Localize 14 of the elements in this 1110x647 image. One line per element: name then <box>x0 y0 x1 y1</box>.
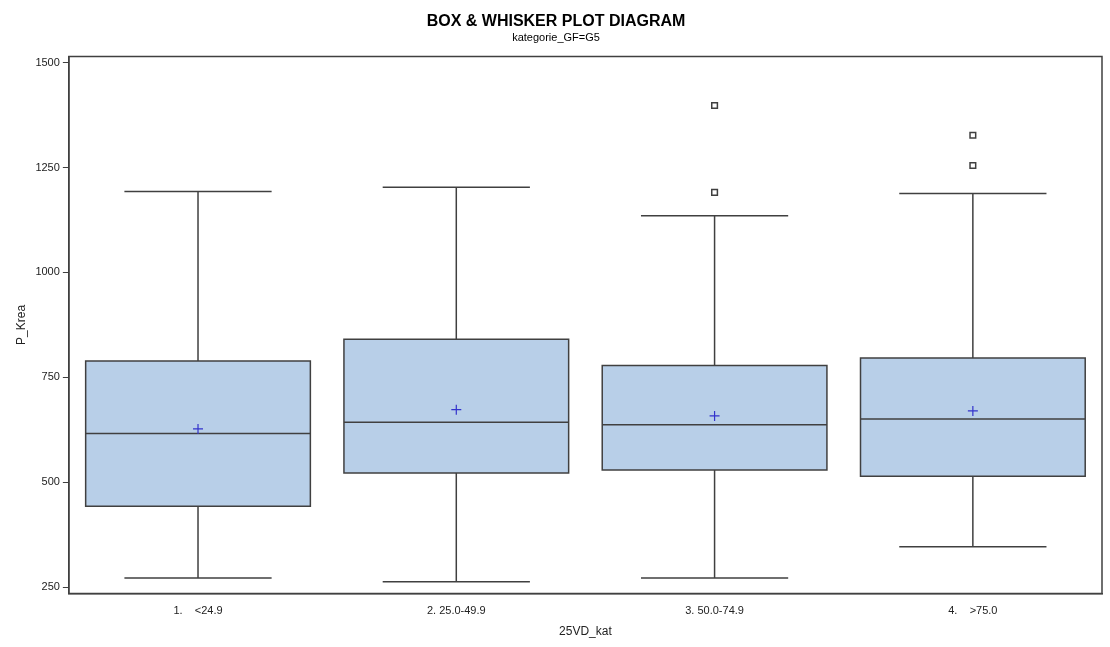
x-tick-label: 3. 50.0-74.9 <box>685 604 744 617</box>
y-tick-label: 1000 <box>35 265 60 278</box>
y-tick-label: 750 <box>41 370 60 383</box>
x-axis-title: 25VD_kat <box>559 624 613 639</box>
chart-title: BOX & WHISKER PLOT DIAGRAM <box>426 12 686 30</box>
y-tick-label: 1500 <box>35 55 60 68</box>
y-tick-label: 500 <box>41 475 60 488</box>
chart-subtitle: kategorie_GF=G5 <box>512 30 600 43</box>
y-tick-label: 250 <box>41 580 60 593</box>
x-tick-label: 2. 25.0-49.9 <box>426 604 486 617</box>
x-tick-label: 1. <24.9 <box>173 604 223 617</box>
y-tick-label: 1250 <box>35 160 60 173</box>
y-axis-title: P_Krea <box>13 304 28 345</box>
x-tick-label: 4. >75.0 <box>948 604 998 617</box>
